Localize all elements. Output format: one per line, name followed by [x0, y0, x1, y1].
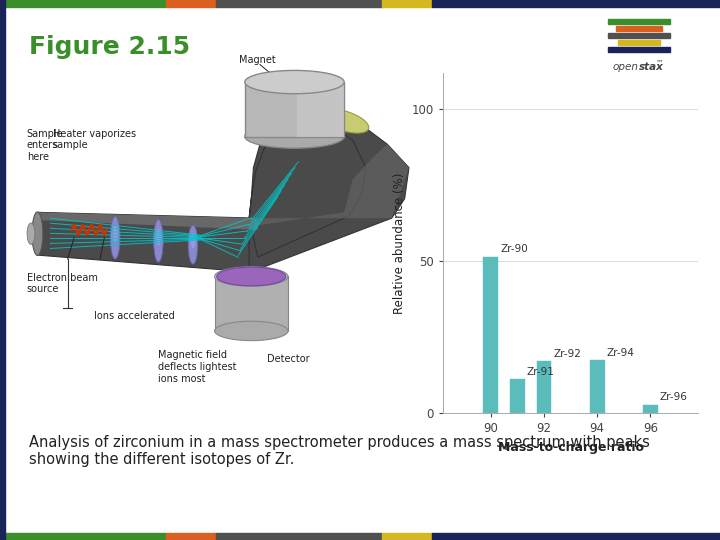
Text: Heater vaporizes
sample: Heater vaporizes sample: [53, 129, 135, 150]
Ellipse shape: [215, 321, 288, 341]
Bar: [643, 404, 658, 413]
Ellipse shape: [113, 225, 117, 242]
Ellipse shape: [153, 219, 163, 262]
Polygon shape: [37, 212, 258, 230]
Ellipse shape: [32, 212, 43, 255]
Text: Magnet: Magnet: [239, 55, 276, 65]
Bar: [483, 257, 498, 413]
Polygon shape: [37, 212, 258, 273]
Text: Analysis of zirconium in a mass spectrometer produces a mass spectrum with peaks: Analysis of zirconium in a mass spectrom…: [29, 435, 649, 467]
Polygon shape: [249, 109, 409, 273]
Ellipse shape: [27, 223, 35, 245]
Ellipse shape: [156, 228, 161, 245]
Bar: [536, 361, 552, 413]
Text: Zr-94: Zr-94: [606, 348, 634, 358]
Text: Zr-90: Zr-90: [500, 244, 528, 254]
Polygon shape: [245, 82, 344, 137]
Text: open: open: [613, 62, 639, 72]
Bar: [590, 360, 605, 413]
Ellipse shape: [110, 216, 120, 259]
Ellipse shape: [191, 233, 195, 248]
Ellipse shape: [320, 109, 369, 133]
X-axis label: Mass-to-charge ratio: Mass-to-charge ratio: [498, 441, 644, 454]
Text: Zr-92: Zr-92: [553, 349, 581, 359]
Text: Magnetic field
deflects lightest
ions most: Magnetic field deflects lightest ions mo…: [158, 350, 237, 383]
Ellipse shape: [217, 267, 286, 286]
Text: Detector: Detector: [266, 354, 310, 364]
Polygon shape: [297, 82, 344, 137]
Polygon shape: [249, 144, 409, 226]
Text: Zr-91: Zr-91: [526, 367, 554, 376]
Ellipse shape: [245, 70, 344, 94]
Text: Electron beam
source: Electron beam source: [27, 273, 97, 294]
Text: stax: stax: [639, 62, 664, 72]
Text: Sample
enters
here: Sample enters here: [27, 129, 63, 162]
Ellipse shape: [188, 225, 198, 264]
Text: Ions accelerated: Ions accelerated: [94, 312, 174, 321]
Y-axis label: Relative abundance (%): Relative abundance (%): [393, 172, 406, 314]
Ellipse shape: [245, 125, 344, 148]
Text: Zr-96: Zr-96: [660, 392, 688, 402]
Polygon shape: [215, 276, 288, 331]
Text: ™: ™: [657, 59, 664, 68]
Text: Figure 2.15: Figure 2.15: [29, 35, 190, 59]
Ellipse shape: [215, 267, 288, 286]
Bar: [510, 379, 525, 413]
